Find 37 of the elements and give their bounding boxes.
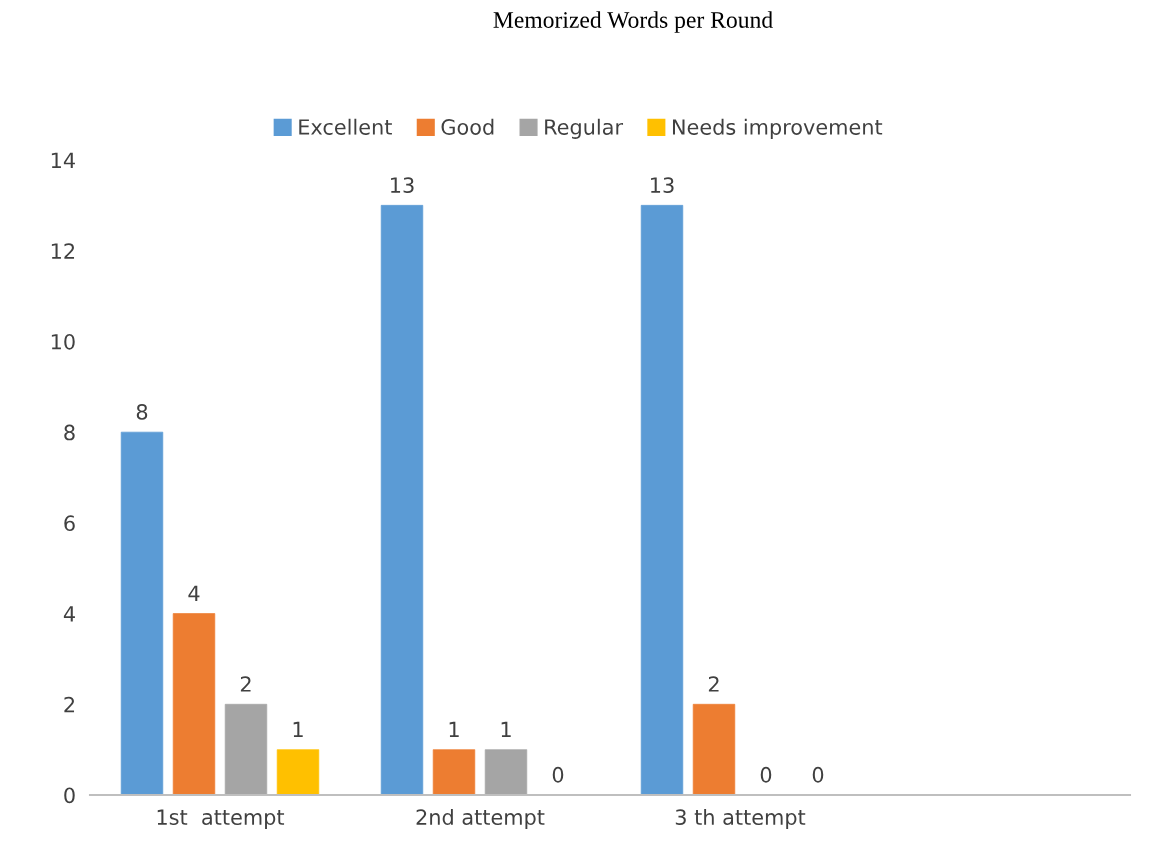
y-tick-label: 12	[51, 243, 75, 259]
y-tick-label: 0	[64, 787, 75, 804]
y-tick-label: 6	[64, 515, 75, 532]
bar	[276, 749, 320, 795]
data-label: 2	[708, 676, 719, 692]
bar	[640, 205, 684, 795]
legend-label: Regular	[545, 118, 624, 139]
data-label: 13	[391, 177, 414, 193]
legend-label: Needs improvement	[672, 118, 883, 139]
bar	[120, 431, 164, 795]
x-tick-label: 1st attempt	[157, 809, 285, 830]
x-tick-label: 2nd attempt	[416, 808, 545, 830]
y-tick-label: 14	[51, 152, 75, 168]
data-label: 0	[760, 766, 772, 783]
x-tick-label: 3 th attempt	[675, 808, 806, 830]
bar	[224, 703, 268, 795]
y-tick-label: 2	[64, 696, 75, 713]
y-tick-label: 10	[51, 333, 75, 350]
legend-label: Excellent	[299, 118, 392, 135]
bar	[432, 749, 476, 795]
data-label: 8	[136, 404, 148, 420]
y-tick-label: 4	[63, 606, 75, 622]
data-label: 1	[449, 721, 459, 737]
data-label: 0	[552, 766, 564, 783]
data-label: 1	[501, 721, 511, 737]
legend-label: Good	[441, 118, 494, 135]
data-label: 13	[651, 177, 674, 193]
data-label: 1	[293, 721, 303, 737]
bar	[484, 749, 528, 795]
data-label: 2	[240, 676, 251, 692]
bar	[380, 205, 424, 795]
y-tick-label: 8	[64, 424, 75, 441]
bar	[692, 703, 736, 795]
chart-title: Memorized Words per Round	[493, 11, 773, 33]
data-label: 4	[188, 585, 200, 601]
data-label: 0	[812, 766, 824, 783]
bar	[172, 613, 216, 795]
